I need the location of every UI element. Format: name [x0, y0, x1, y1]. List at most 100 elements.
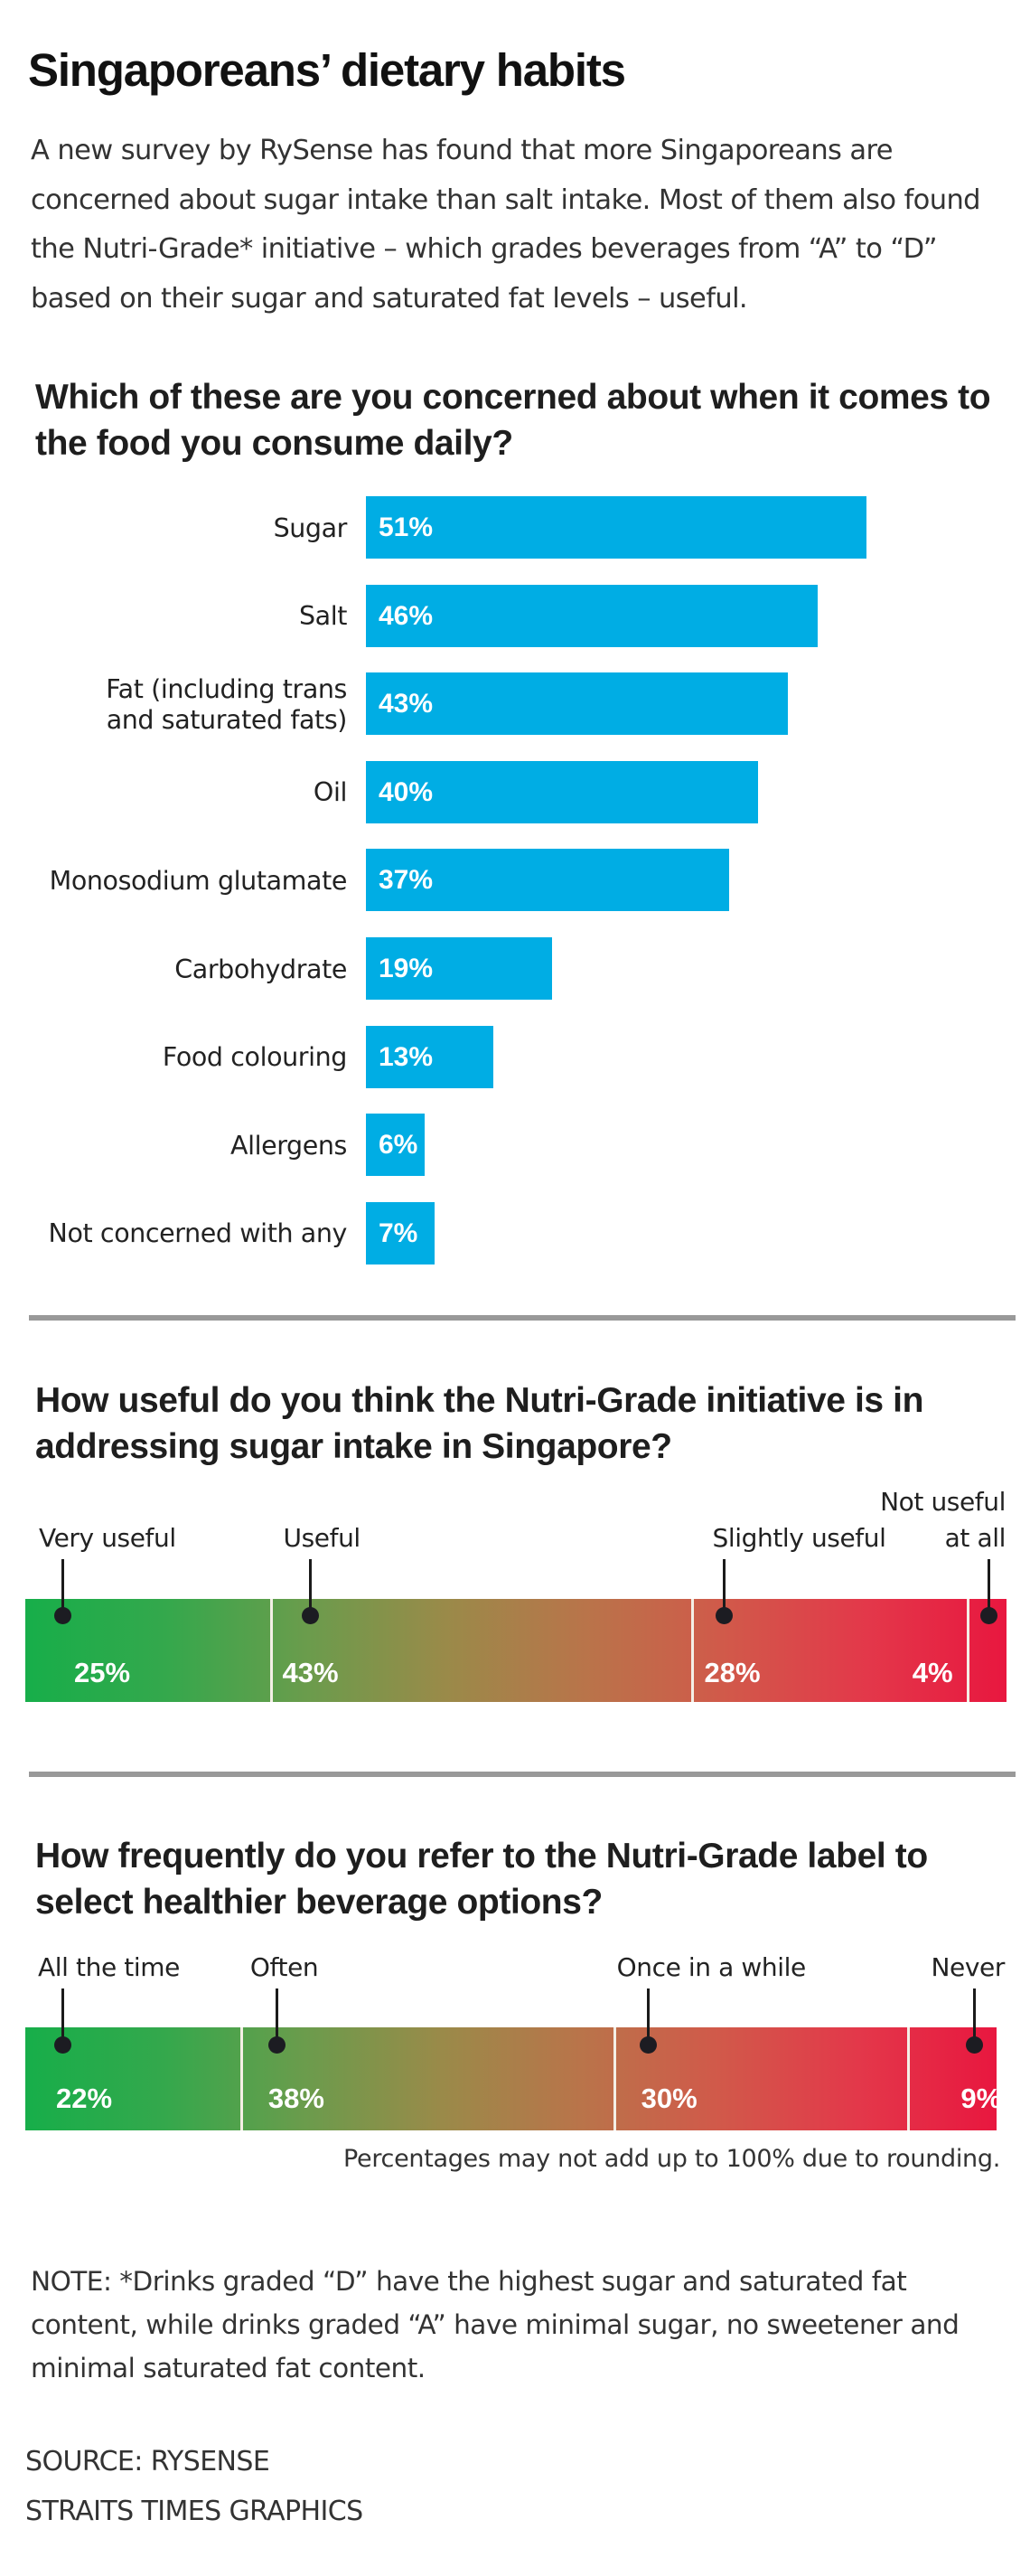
- pointer-dot: [715, 1606, 733, 1624]
- segment-value-label: 43%: [282, 1657, 339, 1688]
- bar-value-label: 40%: [379, 776, 434, 807]
- category-label: Useful: [283, 1520, 361, 1556]
- pointer-line: [61, 1559, 64, 1615]
- bar-value-label: 19%: [379, 954, 434, 983]
- chart-1-title: Which of these are you concerned about w…: [35, 378, 991, 463]
- bar-category-label-line: Fat (including trans: [106, 673, 347, 704]
- bar-category-label: Monosodium glutamate: [49, 865, 348, 897]
- pointer-dot: [640, 2035, 658, 2054]
- bar: [366, 584, 818, 647]
- pointer-line: [309, 1559, 312, 1615]
- bar-category-label-line: Oil: [313, 777, 347, 808]
- intro-paragraph: A new survey by RySense has found that m…: [31, 135, 981, 315]
- bar: [366, 672, 788, 736]
- category-label: All the time: [38, 1950, 180, 1986]
- source-line: SOURCE: RYSENSE: [25, 2446, 270, 2477]
- bar-category-label: Oil: [314, 777, 347, 808]
- bar: [366, 1025, 494, 1088]
- pointer-dot: [980, 1606, 998, 1624]
- bar-value-label: 43%: [379, 689, 434, 719]
- bar-category-label: Allergens: [230, 1131, 347, 1161]
- pointer-line: [647, 1988, 651, 2045]
- bar-value-label: 51%: [379, 512, 434, 542]
- bar-category-label: Not concerned with any: [48, 1218, 348, 1249]
- bar-value-label: 37%: [379, 865, 434, 896]
- bar-category-label-line: Sugar: [273, 512, 348, 543]
- category-label-line: Once in a while: [616, 1952, 807, 1982]
- category-label-line: at all: [944, 1523, 1007, 1553]
- segment-value-label: 38%: [267, 2082, 324, 2114]
- category-label-line: Never: [931, 1952, 1006, 1982]
- bar: [366, 760, 759, 823]
- bar: [366, 937, 553, 1000]
- pointer-dot: [965, 2035, 983, 2054]
- segment-value-label: 25%: [74, 1657, 131, 1688]
- pointer-dot: [268, 2035, 286, 2054]
- bar-category-label-line: and saturated fats): [106, 704, 348, 735]
- bar-value-label: 7%: [379, 1217, 418, 1248]
- bar-category-label: Food colouring: [162, 1042, 348, 1073]
- segment-separator: [269, 1599, 273, 1702]
- segment-separator: [613, 2027, 616, 2130]
- bar-value-label: 13%: [379, 1041, 434, 1072]
- category-label: Once in a while: [616, 1950, 807, 1986]
- pointer-line: [988, 1559, 991, 1615]
- page-title: Singaporeans’ dietary habits: [28, 44, 626, 96]
- category-label: Often: [249, 1950, 319, 1986]
- pointer-line: [276, 1988, 279, 2045]
- note-text: NOTE: *Drinks graded “D” have the highes…: [31, 2266, 960, 2383]
- stacked-bar: 25% 43% 28% 4%: [25, 1599, 1007, 1702]
- pointer-dot: [53, 1606, 71, 1624]
- bar-value-label: 46%: [379, 600, 434, 631]
- category-label: Not useful at all: [880, 1484, 1006, 1556]
- credit-line: STRAITS TIMES GRAPHICS: [25, 2496, 363, 2527]
- category-label-line: Not useful: [880, 1487, 1006, 1517]
- pointer-dot: [53, 2035, 71, 2054]
- bar-category-label-line: Food colouring: [162, 1042, 348, 1073]
- bar-category-label: Fat (including trans and saturated fats): [106, 674, 347, 736]
- category-label: Slightly useful: [712, 1520, 885, 1556]
- segment-value-label: 9%: [960, 2082, 1002, 2114]
- category-label-line: Useful: [283, 1523, 361, 1553]
- bar-category-label-line: Carbohydrate: [174, 954, 347, 984]
- bar-category-label-line: Not concerned with any: [48, 1218, 348, 1249]
- category-label: Never: [931, 1950, 1006, 1986]
- rounding-footnote: Percentages may not add up to 100% due t…: [342, 2145, 1000, 2173]
- source-credit: SOURCE: RYSENSE STRAITS TIMES GRAPHICS: [25, 2437, 363, 2536]
- segment-value-label: 22%: [56, 2082, 113, 2114]
- bar: [366, 1201, 435, 1264]
- bar: [366, 496, 866, 559]
- segment-separator: [966, 1599, 969, 1702]
- pointer-line: [972, 1988, 976, 2045]
- bar-value-label: 6%: [379, 1130, 418, 1161]
- segment-separator: [907, 2027, 911, 2130]
- pointer-line: [722, 1559, 726, 1615]
- stacked-segment: [241, 2027, 614, 2130]
- category-label-line: Often: [249, 1952, 319, 1982]
- stacked-segment: [614, 2027, 909, 2130]
- stacked-bar: 22% 38% 30% 9%: [25, 2027, 1001, 2130]
- category-label-line: All the time: [38, 1952, 180, 1982]
- chart-3-title: How frequently do you refer to the Nutri…: [35, 1837, 928, 1922]
- segment-separator: [239, 2027, 243, 2130]
- section-divider: [29, 1772, 1016, 1777]
- segment-separator: [691, 1599, 695, 1702]
- bar: [366, 849, 729, 912]
- category-label: Very useful: [39, 1520, 176, 1556]
- category-label-line: Slightly useful: [712, 1523, 886, 1553]
- bar-category-label: Salt: [299, 601, 347, 632]
- pointer-line: [61, 1988, 64, 2045]
- bar-category-label: Carbohydrate: [174, 954, 347, 985]
- segment-value-label: 4%: [912, 1657, 953, 1688]
- stacked-segment: [908, 2027, 997, 2130]
- bar-category-label: Sugar: [273, 512, 348, 544]
- bar-category-label-line: Monosodium glutamate: [49, 865, 348, 896]
- category-label-line: Very useful: [39, 1523, 176, 1553]
- bar-category-label-line: Allergens: [229, 1130, 347, 1161]
- chart-2-title: How useful do you think the Nutri-Grade …: [35, 1381, 924, 1466]
- pointer-dot: [302, 1606, 319, 1624]
- bar-category-label-line: Salt: [298, 601, 347, 632]
- segment-value-label: 28%: [704, 1657, 761, 1688]
- section-divider: [29, 1315, 1016, 1321]
- bar: [366, 1114, 426, 1177]
